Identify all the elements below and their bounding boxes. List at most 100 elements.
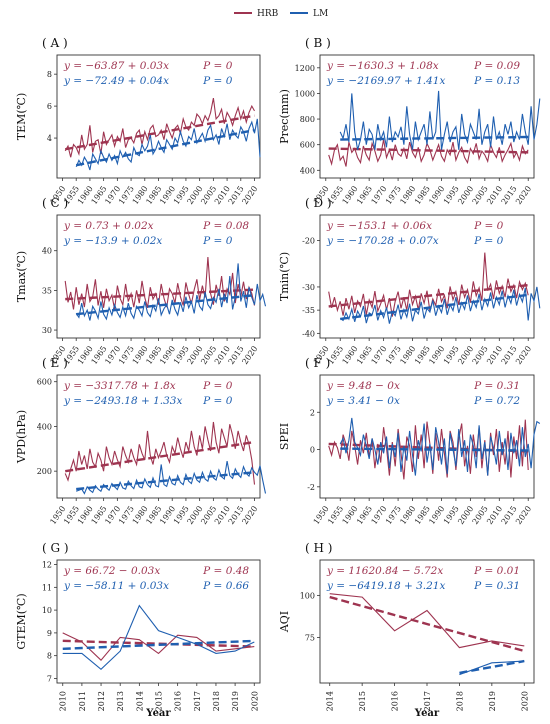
panel-7-p-value-hrb: P = 0.48 xyxy=(202,565,249,577)
panel-7-xtick-label: 2014 xyxy=(135,691,144,711)
panel-4-series-hrb xyxy=(328,252,529,317)
panel-4-series-lm xyxy=(339,286,541,324)
panel-7-xtick-label: 2018 xyxy=(212,691,221,711)
panel-7-ytick-label: 11 xyxy=(42,583,52,592)
panel-1-trend-lm xyxy=(75,128,255,167)
panel-2-trend-hrb xyxy=(328,147,529,154)
panel-3-p-value-lm: P = 0 xyxy=(202,235,233,247)
panel-6-ytick-label: -2 xyxy=(307,483,315,492)
panel-1-p-value-lm: P = 0 xyxy=(202,75,233,87)
panel-4-ytick-label: -40 xyxy=(302,329,315,338)
panel-6-p-value-hrb: P = 0.31 xyxy=(473,380,520,392)
panel-6-p-value-lm: P = 0.72 xyxy=(473,395,520,407)
panel-7-series-hrb xyxy=(62,632,255,662)
panel-8-xtick-label: 2016 xyxy=(391,691,400,711)
panel-2-p-value-lm: P = 0.13 xyxy=(473,75,520,87)
panel-7-ytick-label: 10 xyxy=(42,606,52,615)
panel-6-ylabel: SPEI xyxy=(278,423,291,450)
panel-7: ( G ) 7 8 9 10 11 12 2010 2011 2012 2013 2014 2015 20… xyxy=(15,541,261,719)
panel-8-xtick-label: 2014 xyxy=(326,691,335,711)
panel-1-equation-hrb: y = −63.87 + 0.03x xyxy=(63,60,169,72)
panel-3-xtick-label: 2020 xyxy=(240,344,259,366)
panel-8-ylabel: AQI xyxy=(278,611,291,633)
panel-7-xtick-label: 2015 xyxy=(155,691,164,711)
panel-5-p-value-hrb: P = 0 xyxy=(202,380,233,392)
panel-7-xlabel: Year xyxy=(145,708,171,719)
panel-7-series-lm xyxy=(62,604,255,671)
panel-4-equation-hrb: y = −153.1 + 0.06x xyxy=(326,220,432,232)
panel-7-xtick-label: 2016 xyxy=(174,691,183,711)
legend: HRB LM xyxy=(234,9,328,19)
panel-3-p-value-hrb: P = 0.08 xyxy=(202,220,249,232)
panel-8: ( H ) 75 100 2014 2015 2016 2017 2018 2019 2020 AQ… xyxy=(278,541,535,719)
panel-8-ytick-label: 100 xyxy=(300,591,315,600)
panel-5-series-hrb xyxy=(64,421,256,485)
panel-5-ytick-label: 400 xyxy=(37,422,52,431)
panel-5-xtick-label: 2020 xyxy=(240,504,259,526)
legend-hrb-label: HRB xyxy=(257,9,279,19)
panel-4-ylabel: Tmin(℃) xyxy=(278,252,291,301)
panel-5-p-value-lm: P = 0 xyxy=(202,395,233,407)
panel-5: ( E )20040060019501955196019651970197519… xyxy=(15,356,267,526)
panel-6-frame xyxy=(319,374,535,499)
panel-7-ytick-label: 8 xyxy=(47,652,52,661)
panel-2-label: ( B ) xyxy=(305,36,331,50)
panel-7-ytick-label: 9 xyxy=(47,629,52,638)
panel-7-label: ( G ) xyxy=(42,541,69,555)
panel-8-label: ( H ) xyxy=(305,541,332,555)
panel-7-xtick-label: 2019 xyxy=(231,691,240,711)
panel-2-ytick-label: 1200 xyxy=(295,64,315,73)
panel-4-p-value-lm: P = 0 xyxy=(473,235,504,247)
panel-7-xtick-label: 2020 xyxy=(250,691,259,711)
panel-2-equation-hrb: y = −1630.3 + 1.08x xyxy=(326,60,439,72)
panel-8-p-value-lm: P = 0.31 xyxy=(473,580,520,592)
panel-7-equation-lm: y = −58.11 + 0.03x xyxy=(63,580,169,592)
panel-5-equation-lm: y = −2493.18 + 1.33x xyxy=(63,395,182,407)
panel-3-ytick-label: 30 xyxy=(42,326,52,335)
panel-3-ytick-label: 35 xyxy=(42,286,52,295)
panel-1-ylabel: TEM(℃) xyxy=(15,93,28,141)
panel-2-ytick-label: 1000 xyxy=(295,89,315,98)
panel-6-label: ( F ) xyxy=(305,356,330,370)
panel-1-equation-lm: y = −72.49 + 0.04x xyxy=(63,75,169,87)
panel-3-ytick-label: 40 xyxy=(42,247,52,256)
panel-2-ytick-label: 400 xyxy=(300,166,315,175)
panel-3-series-hrb xyxy=(64,257,256,310)
panel-2-xtick-label: 2020 xyxy=(514,184,533,206)
panel-4: ( D )-40-35-30-2019501955196019651970197… xyxy=(278,196,541,366)
panel-7-equation-hrb: y = 66.72 − 0.03x xyxy=(63,565,160,577)
panel-7-ylabel: GTEM(℃) xyxy=(15,593,28,649)
panel-1-xtick-label: 2020 xyxy=(240,184,259,206)
panel-7-xtick-label: 2012 xyxy=(97,691,106,711)
panel-1-trend-hrb xyxy=(65,114,255,151)
panel-8-trend-hrb xyxy=(329,595,525,653)
panel-8-equation-hrb: y = 11620.84 − 5.72x xyxy=(326,565,443,577)
panel-2-equation-lm: y = −2169.97 + 1.41x xyxy=(326,75,445,87)
panel-8-series-hrb xyxy=(329,593,525,649)
panel-5-ytick-label: 600 xyxy=(37,378,52,387)
panel-8-trend-lm xyxy=(459,659,525,675)
panel-5-label: ( E ) xyxy=(42,356,68,370)
panel-4-ytick-label: -30 xyxy=(302,283,315,292)
panel-6: ( F )-2021950195519601965197019751980198… xyxy=(278,356,541,526)
panel-5-trend-hrb xyxy=(65,440,255,473)
panel-1-series-lm xyxy=(75,118,261,171)
panel-7-ytick-label: 7 xyxy=(47,674,52,683)
panel-5-frame xyxy=(56,374,261,499)
panel-3-series-lm xyxy=(75,263,267,321)
panel-6-ytick-label: 0 xyxy=(310,446,315,455)
panel-4-trend-hrb xyxy=(328,283,529,308)
panel-8-equation-lm: y = −6419.18 + 3.21x xyxy=(326,580,445,592)
panel-4-frame xyxy=(319,214,535,339)
panel-3: ( C )30354019501955196019651970197519801… xyxy=(15,196,267,366)
panel-5-trend-lm xyxy=(76,471,255,491)
panel-3-ylabel: Tmax(℃) xyxy=(15,251,28,302)
panel-4-ytick-label: -35 xyxy=(302,306,315,315)
panel-2-trend-lm xyxy=(340,135,529,141)
panel-6-ytick-label: 2 xyxy=(310,408,315,417)
panel-5-ylabel: VPD(hPa) xyxy=(15,410,28,464)
panel-4-xtick-label: 2020 xyxy=(514,344,533,366)
panel-8-xtick-label: 2018 xyxy=(455,691,464,711)
panel-3-trend-lm xyxy=(76,293,255,316)
